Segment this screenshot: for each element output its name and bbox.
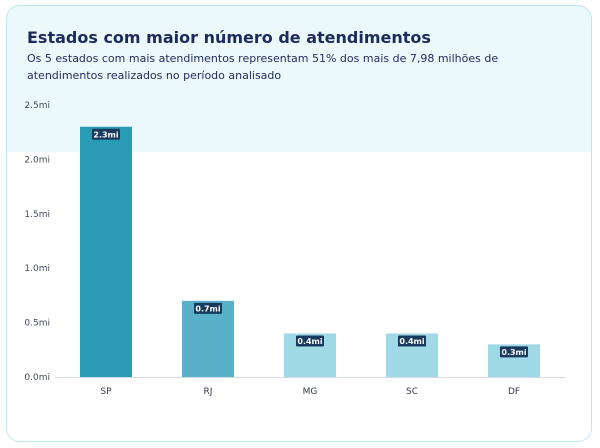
y-tick-label: 2.0mi — [24, 155, 50, 165]
y-tick-label: 0.0mi — [24, 373, 50, 383]
y-tick-label: 1.0mi — [24, 264, 50, 274]
x-tick-label: MG — [303, 387, 318, 397]
data-label-bg — [500, 346, 528, 358]
chart-title: Estados com maior número de atendimentos — [27, 28, 431, 47]
x-tick-label: DF — [508, 387, 520, 397]
y-tick-label: 0.5mi — [24, 319, 50, 329]
data-label-bg — [92, 128, 120, 140]
y-tick-label: 1.5mi — [24, 210, 50, 220]
x-tick-label: SP — [100, 387, 112, 397]
data-label-bg — [296, 335, 324, 347]
data-label-bg — [398, 335, 426, 347]
data-label: 2.3mi — [93, 130, 119, 139]
data-label: 0.7mi — [195, 304, 221, 313]
data-label-bg — [194, 302, 222, 314]
y-tick-label: 2.5mi — [24, 101, 50, 111]
x-tick-label: SC — [406, 387, 418, 397]
x-tick-label: RJ — [204, 387, 213, 397]
bar-sp — [80, 126, 132, 377]
data-label: 0.4mi — [297, 337, 323, 346]
data-label: 0.3mi — [501, 348, 527, 357]
data-label: 0.4mi — [399, 337, 425, 346]
chart-subtitle: Os 5 estados com mais atendimentos repre… — [27, 52, 499, 82]
